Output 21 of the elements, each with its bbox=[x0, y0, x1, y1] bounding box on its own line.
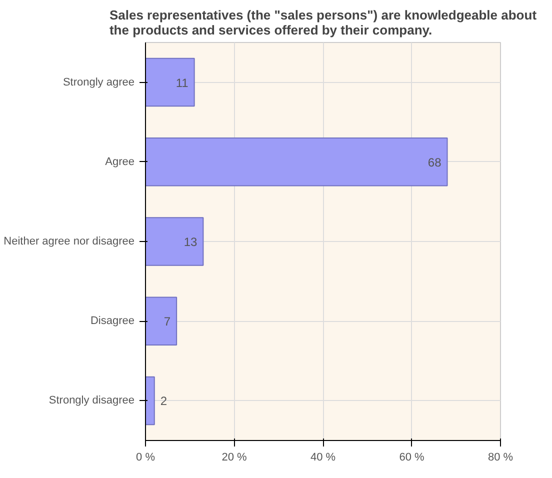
data-label: 2 bbox=[160, 394, 168, 408]
x-tick-label: 0 % bbox=[136, 452, 156, 464]
data-label: 11 bbox=[176, 76, 189, 90]
x-tick-label: 80 % bbox=[488, 452, 514, 464]
data-label: 13 bbox=[184, 235, 198, 249]
y-tick-label: Agree bbox=[105, 156, 135, 168]
chart-title: Sales representatives (the "sales persons") are knowledgeable about the products and services offered by their company. bbox=[109, 8, 538, 38]
y-tick-label: Disagree bbox=[90, 315, 135, 328]
y-tick-label: Strongly agree bbox=[62, 76, 135, 88]
bar bbox=[146, 217, 204, 266]
x-tick-label: 40 % bbox=[310, 452, 336, 464]
x-tick-label: 60 % bbox=[399, 452, 425, 464]
bar bbox=[146, 138, 448, 186]
bar bbox=[146, 296, 178, 346]
bar bbox=[146, 58, 195, 107]
data-label: 68 bbox=[428, 155, 442, 170]
x-tick-label: 20 % bbox=[222, 452, 248, 464]
y-tick-label: Neither agree nor disagree bbox=[4, 236, 135, 248]
y-tick-label: Strongly disagree bbox=[48, 394, 135, 407]
data-label: 7 bbox=[164, 314, 171, 329]
bar bbox=[146, 376, 155, 426]
